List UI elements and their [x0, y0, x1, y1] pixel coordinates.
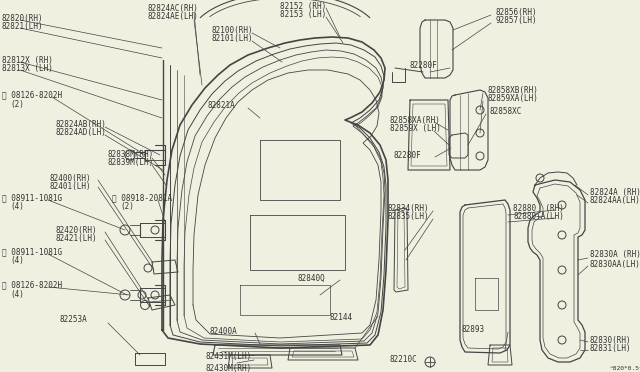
Text: 82152 (RH): 82152 (RH) — [280, 1, 326, 10]
Text: 82421(LH): 82421(LH) — [55, 234, 97, 243]
Text: Ⓝ 08911-1081G: Ⓝ 08911-1081G — [2, 247, 62, 257]
Text: 82858XB(RH): 82858XB(RH) — [487, 86, 538, 94]
Text: Ⓝ 08918-2081A: Ⓝ 08918-2081A — [112, 193, 172, 202]
Text: 82838M(RH): 82838M(RH) — [108, 151, 154, 160]
Text: 82144: 82144 — [330, 314, 353, 323]
Text: 82824AC(RH): 82824AC(RH) — [148, 3, 199, 13]
Text: 82821A: 82821A — [208, 100, 236, 109]
Text: 82831(LH): 82831(LH) — [590, 344, 632, 353]
Text: 82859X (LH): 82859X (LH) — [390, 125, 441, 134]
Text: 82430M(RH): 82430M(RH) — [205, 363, 252, 372]
Text: 82280F: 82280F — [393, 151, 420, 160]
Text: 82830A (RH): 82830A (RH) — [590, 250, 640, 260]
Text: (2): (2) — [120, 202, 134, 212]
Text: Ⓝ 08911-1081G: Ⓝ 08911-1081G — [2, 193, 62, 202]
Text: 82824AE(LH): 82824AE(LH) — [148, 13, 199, 22]
Text: 82253A: 82253A — [60, 315, 88, 324]
Text: 82893: 82893 — [462, 326, 485, 334]
Text: 82812X (RH): 82812X (RH) — [2, 55, 53, 64]
Text: 82856(RH): 82856(RH) — [495, 7, 536, 16]
Text: Ⓑ 08126-8202H: Ⓑ 08126-8202H — [2, 90, 62, 99]
Text: 82431M(LH): 82431M(LH) — [205, 353, 252, 362]
Text: (2): (2) — [10, 99, 24, 109]
Text: 82820(RH): 82820(RH) — [2, 13, 44, 22]
Text: 82830(RH): 82830(RH) — [590, 336, 632, 344]
Text: (4): (4) — [10, 202, 24, 212]
Text: 82834(RH): 82834(RH) — [388, 203, 429, 212]
Text: 82839M(LH): 82839M(LH) — [108, 158, 154, 167]
Text: 82401(LH): 82401(LH) — [50, 182, 92, 190]
Text: 82813X (LH): 82813X (LH) — [2, 64, 53, 73]
Text: 82824AD(LH): 82824AD(LH) — [55, 128, 106, 138]
Text: 82824AB(RH): 82824AB(RH) — [55, 121, 106, 129]
Text: 82100(RH): 82100(RH) — [212, 26, 253, 35]
Text: 82830AA(LH): 82830AA(LH) — [590, 260, 640, 269]
Text: 82101(LH): 82101(LH) — [212, 35, 253, 44]
Text: 82858XA(RH): 82858XA(RH) — [390, 115, 441, 125]
Text: ^820*0.5^: ^820*0.5^ — [610, 366, 640, 371]
Text: 82840Q: 82840Q — [298, 273, 326, 282]
Text: 82153 (LH): 82153 (LH) — [280, 10, 326, 19]
Text: 82280F: 82280F — [410, 61, 438, 71]
Text: (4): (4) — [10, 257, 24, 266]
Text: (4): (4) — [10, 289, 24, 298]
Text: 82880+A(LH): 82880+A(LH) — [513, 212, 564, 221]
Text: 82859XA(LH): 82859XA(LH) — [487, 94, 538, 103]
Text: 82824A (RH): 82824A (RH) — [590, 187, 640, 196]
Text: 82420(RH): 82420(RH) — [55, 225, 97, 234]
Text: 82210C: 82210C — [390, 356, 418, 365]
Text: 92857(LH): 92857(LH) — [495, 16, 536, 26]
Text: 82821(LH): 82821(LH) — [2, 22, 44, 31]
Text: 82880  (RH): 82880 (RH) — [513, 203, 564, 212]
Text: 82858XC: 82858XC — [490, 108, 522, 116]
Text: 82400A: 82400A — [210, 327, 237, 337]
Text: 82400(RH): 82400(RH) — [50, 173, 92, 183]
Text: 82835(LH): 82835(LH) — [388, 212, 429, 221]
Text: 82824AA(LH): 82824AA(LH) — [590, 196, 640, 205]
Text: Ⓑ 08126-8202H: Ⓑ 08126-8202H — [2, 280, 62, 289]
